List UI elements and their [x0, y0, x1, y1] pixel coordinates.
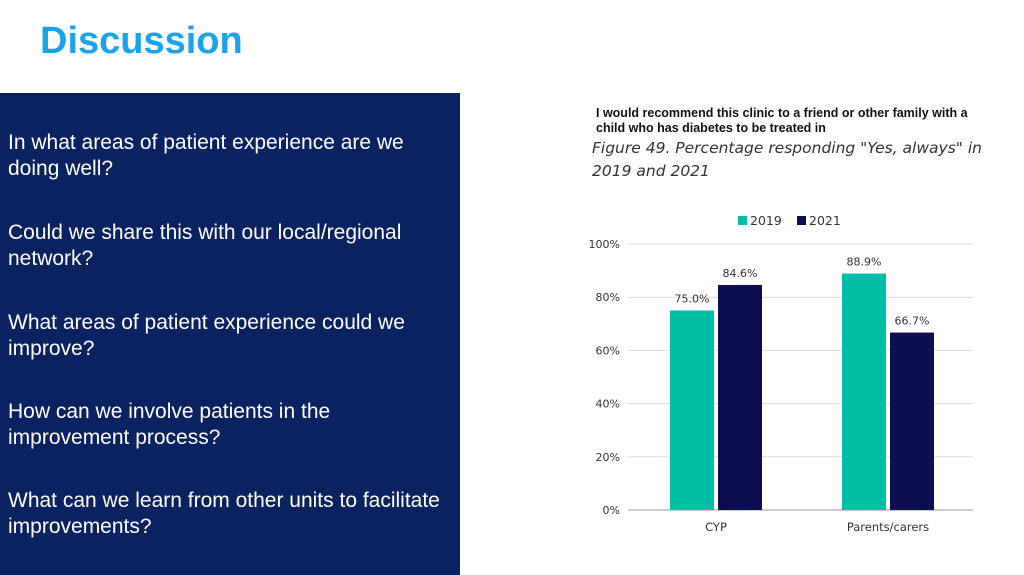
y-tick-label: 100%	[589, 238, 620, 251]
bar-2021-0	[718, 284, 762, 510]
x-category-label: Parents/carers	[847, 520, 929, 534]
question-5: What can we learn from other units to fa…	[8, 489, 440, 538]
question-2: Could we share this with our local/regio…	[8, 221, 402, 270]
data-label: 75.0%	[675, 293, 710, 306]
legend-swatch-2019	[738, 216, 747, 225]
chart-subtitle: Figure 49. Percentage responding "Yes, a…	[592, 139, 982, 180]
question-3: What areas of patient experience could w…	[8, 311, 405, 360]
question-1: In what areas of patient experience are …	[8, 131, 404, 180]
y-tick-label: 20%	[596, 451, 620, 464]
x-category-label: CYP	[705, 520, 727, 534]
legend-label: 2019	[750, 213, 782, 228]
bar-2019-1	[842, 273, 886, 510]
data-label: 84.6%	[723, 267, 758, 280]
chart-title: I would recommend this clinic to a frien…	[596, 106, 968, 135]
slide-title: Discussion	[40, 20, 243, 62]
legend-label: 2021	[809, 213, 841, 228]
y-tick-label: 40%	[596, 398, 620, 411]
y-tick-label: 80%	[596, 291, 620, 304]
question-4: How can we involve patients in the impro…	[8, 400, 331, 449]
data-label: 88.9%	[847, 256, 882, 269]
legend-swatch-2021	[797, 216, 806, 225]
y-tick-label: 0%	[603, 504, 620, 517]
y-tick-label: 60%	[596, 344, 620, 357]
data-label: 66.7%	[895, 315, 930, 328]
bar-2021-1	[890, 332, 934, 510]
bar-2019-0	[670, 310, 714, 510]
discussion-panel: In what areas of patient experience are …	[0, 93, 460, 575]
